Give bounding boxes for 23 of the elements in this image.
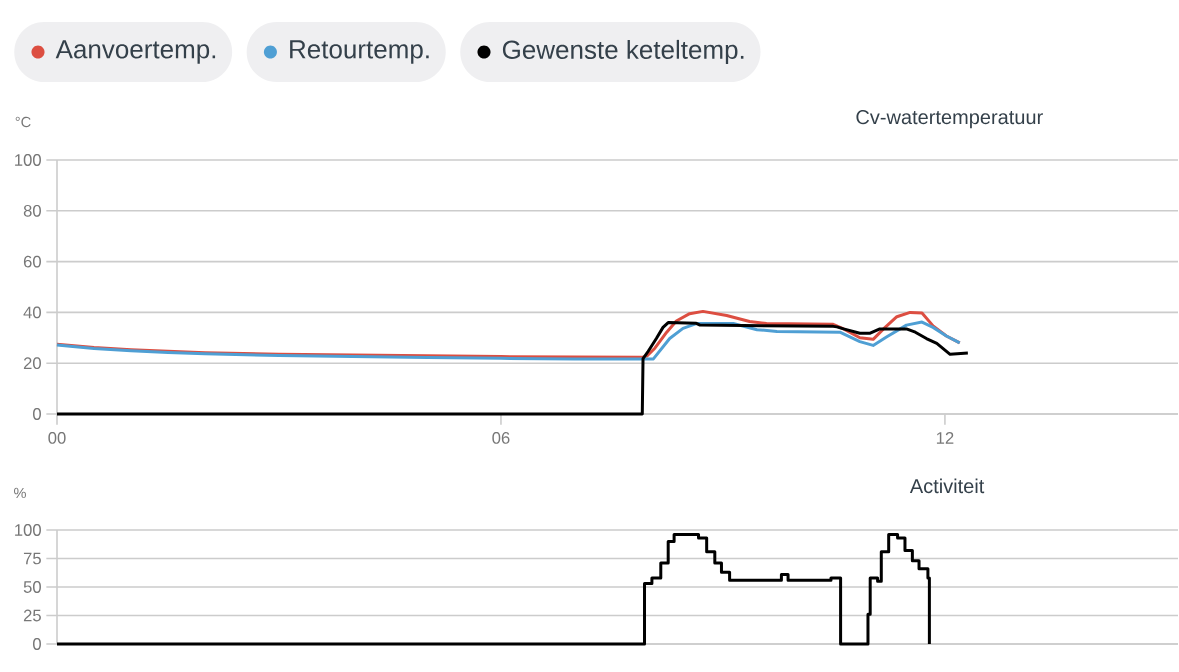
y-tick-label: 0: [33, 408, 41, 420]
y-tick-label: 75: [23, 552, 41, 565]
y-tick-label: 25: [23, 609, 41, 622]
y-axis-title: °C: [15, 116, 31, 128]
chart-title: Cv-watertemperatuur: [856, 110, 1043, 129]
y-tick-label: 100: [15, 154, 41, 166]
x-tick-label: 12: [936, 432, 954, 444]
y-tick-label: 50: [23, 581, 41, 593]
y-tick-label: 100: [15, 524, 41, 536]
legend-label: Aanvoertemp.: [55, 40, 216, 64]
x-tick-label: 06: [492, 432, 510, 444]
x-tick-label: 00: [48, 432, 66, 444]
legend-label: Gewenste keteltemp.: [502, 39, 744, 65]
y-tick-label: 20: [23, 357, 41, 370]
y-tick-label: 0: [33, 638, 41, 650]
y-tick-label: 60: [23, 255, 41, 268]
legend-label: Retourtemp.: [290, 40, 429, 64]
chart-title: Activiteit: [909, 478, 985, 494]
y-tick-label: 80: [23, 204, 41, 217]
y-axis-title: %: [14, 487, 26, 499]
line-series: [55, 321, 970, 416]
y-tick-label: 40: [23, 306, 41, 319]
line-series: [55, 320, 962, 361]
